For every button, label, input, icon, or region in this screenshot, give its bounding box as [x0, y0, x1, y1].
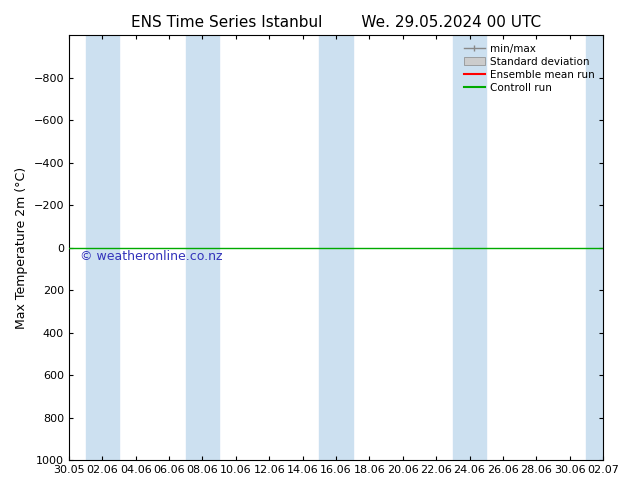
Bar: [453, 35, 486, 460]
Bar: [586, 35, 603, 460]
Bar: [86, 35, 119, 460]
Title: ENS Time Series Istanbul        We. 29.05.2024 00 UTC: ENS Time Series Istanbul We. 29.05.2024 …: [131, 15, 541, 30]
Bar: [320, 35, 353, 460]
Y-axis label: Max Temperature 2m (°C): Max Temperature 2m (°C): [15, 167, 28, 329]
Bar: [186, 35, 219, 460]
Legend: min/max, Standard deviation, Ensemble mean run, Controll run: min/max, Standard deviation, Ensemble me…: [461, 41, 598, 96]
Text: © weatheronline.co.nz: © weatheronline.co.nz: [80, 250, 222, 263]
